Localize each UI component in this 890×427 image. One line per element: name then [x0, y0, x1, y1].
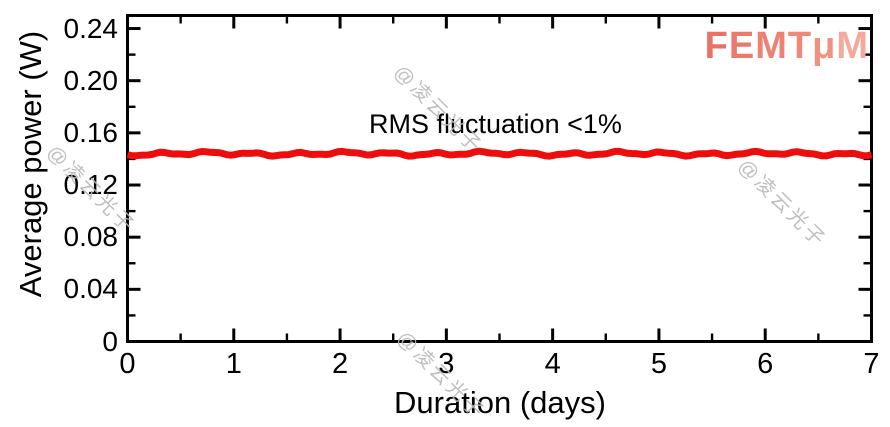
logo-letter: μ [812, 25, 837, 67]
x-tick-label: 2 [331, 348, 349, 380]
logo-letter: M [755, 25, 788, 67]
rms-annotation: RMS fluctuation <1% [369, 109, 622, 139]
y-tick-label: 0.24 [63, 12, 119, 44]
x-tick-label: 0 [119, 348, 136, 380]
x-tick-label: 3 [438, 348, 455, 380]
y-tick-label: 0 [102, 325, 118, 357]
femtum-logo: FEMTμM [705, 27, 869, 65]
x-axis-title: Duration (days) [394, 385, 606, 420]
logo-letter: M [836, 25, 869, 67]
logo-letter: F [704, 25, 729, 67]
x-tick-label: 7 [863, 348, 880, 380]
y-tick-label: 0.04 [63, 273, 119, 305]
logo-letter: T [787, 25, 813, 67]
x-tick-label: 1 [225, 348, 242, 380]
x-tick-label: 5 [650, 348, 667, 380]
x-tick-label: 6 [757, 348, 774, 380]
y-tick-label: 0.12 [63, 169, 119, 201]
x-tick-label: 4 [544, 348, 561, 380]
y-tick-label: 0.08 [63, 221, 119, 253]
y-tick-label: 0.20 [63, 64, 119, 96]
power-trace [126, 147, 873, 160]
logo-letter: E [728, 25, 756, 67]
y-tick-label: 0.16 [63, 116, 119, 148]
